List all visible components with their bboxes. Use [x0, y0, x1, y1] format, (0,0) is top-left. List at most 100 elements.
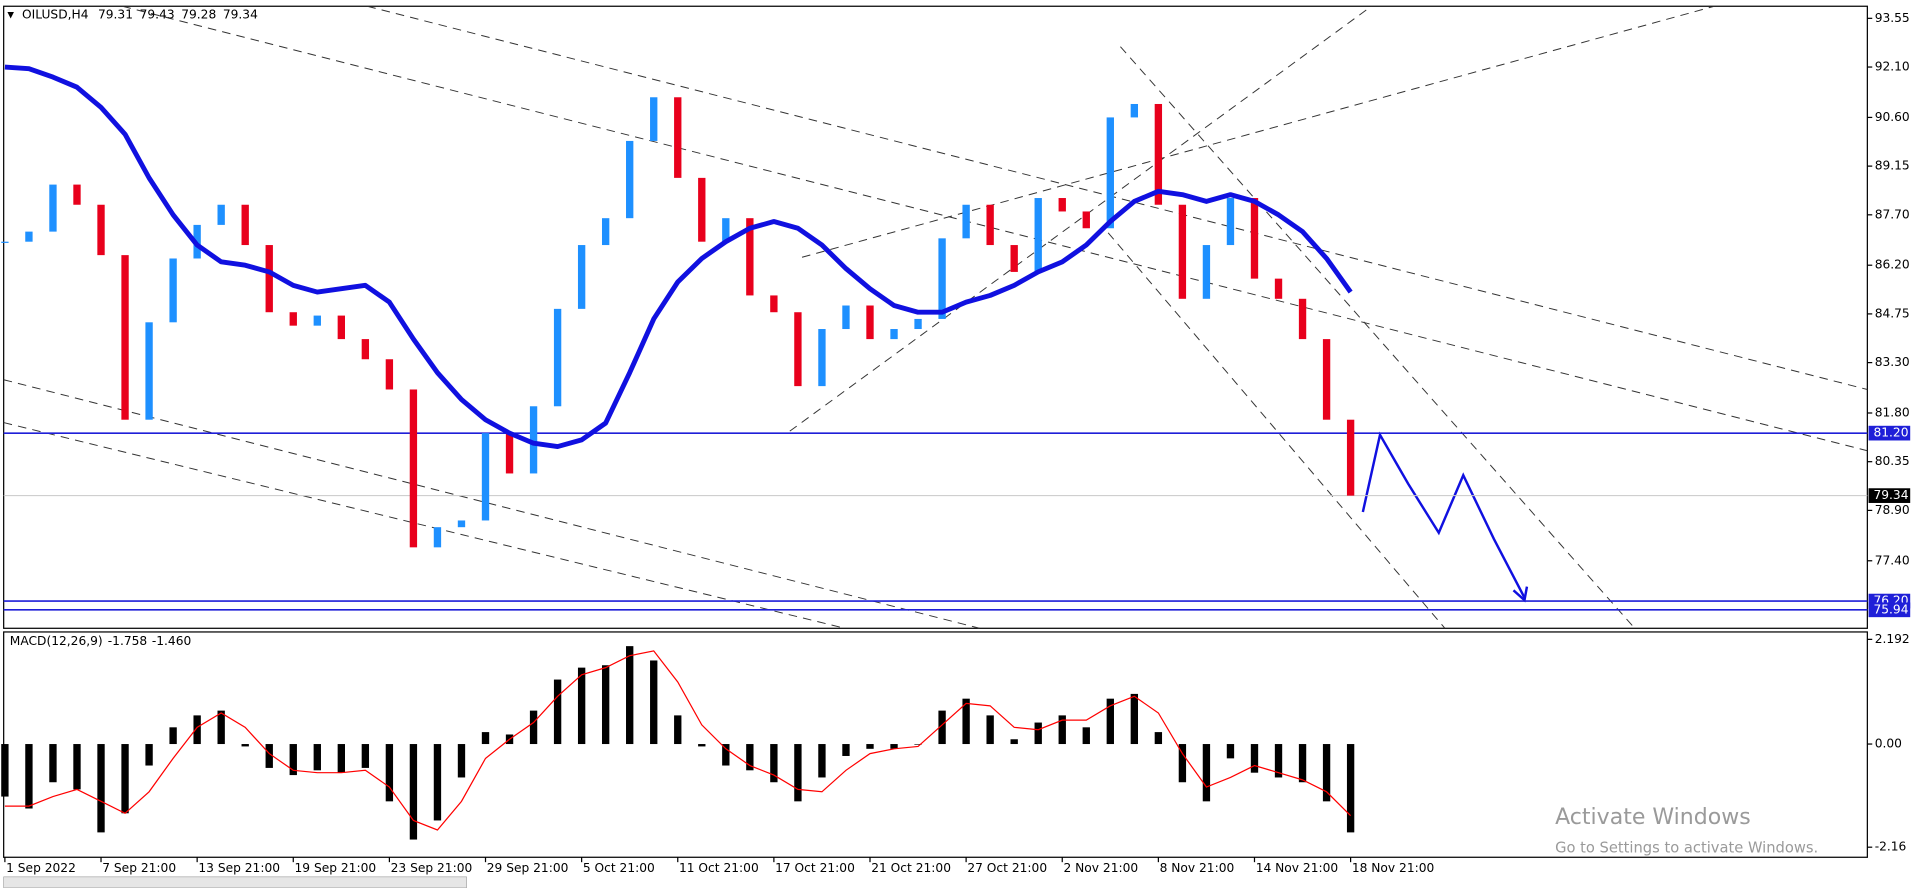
candle [433, 527, 442, 548]
candle [866, 305, 874, 340]
candle [337, 315, 345, 340]
macd-bar [938, 710, 946, 745]
macd-bar [914, 744, 922, 745]
level-label: 81.20 [1873, 426, 1908, 440]
y-tick-label: 2.192 [1875, 632, 1910, 646]
macd-bar [626, 646, 634, 745]
x-tick-label: 21 Oct 21:00 [871, 861, 951, 875]
candle [674, 97, 682, 178]
candle [1106, 117, 1114, 229]
macd-bar [650, 660, 658, 745]
y-tick-label: 93.55 [1875, 11, 1910, 25]
macd-bar [674, 715, 682, 745]
candle [1034, 198, 1042, 272]
candle [698, 177, 706, 242]
candle [1202, 245, 1211, 299]
candle [986, 204, 994, 246]
moving-average [4, 64, 1353, 450]
y-tick-label: 89.15 [1875, 159, 1910, 173]
macd-reading: -1.460 [152, 634, 191, 648]
watermark-subtitle: Go to Settings to activate Windows. [1555, 840, 1818, 857]
ohlc-reading: 79.28 [181, 7, 216, 21]
y-tick-label: 81.80 [1875, 405, 1910, 419]
macd-bar [97, 744, 105, 833]
candle [794, 312, 802, 387]
macd-bar [1, 744, 9, 797]
macd-bar [698, 744, 706, 747]
macd-bar [1130, 693, 1139, 745]
x-tick-label: 7 Sep 21:00 [102, 861, 176, 875]
candle [313, 315, 321, 326]
macd-bar [1106, 698, 1114, 745]
candle [1082, 211, 1090, 229]
candle [529, 406, 538, 474]
macd-bar [890, 744, 898, 749]
candle [722, 218, 730, 242]
macd-bar [1202, 744, 1211, 802]
x-tick-label: 8 Nov 21:00 [1160, 861, 1235, 875]
macd-bar [1178, 744, 1187, 783]
candle [1058, 198, 1066, 212]
x-tick-label: 17 Oct 21:00 [775, 861, 855, 875]
candle [265, 245, 273, 313]
x-tick-label: 13 Sep 21:00 [198, 861, 280, 875]
candle [97, 204, 105, 256]
candle [890, 329, 898, 340]
x-tick-label: 1 Sep 2022 [6, 861, 76, 875]
macd-bar [433, 744, 442, 821]
candle [1226, 198, 1235, 246]
macd-bar [529, 710, 538, 745]
candle [361, 339, 370, 360]
ohlc-reading: 79.31 [98, 7, 133, 21]
candle [169, 258, 177, 323]
y-tick-label: 80.35 [1875, 454, 1910, 468]
macd-bar [49, 744, 57, 783]
candle [457, 520, 466, 528]
macd-title: MACD(12,26,9) [10, 634, 103, 648]
macd-bar [722, 744, 730, 766]
y-tick-label: 78.90 [1875, 503, 1910, 517]
x-tick-label: 23 Sep 21:00 [391, 861, 473, 875]
candle [1250, 198, 1259, 279]
symbol-title: OILUSD,H4 [22, 7, 89, 21]
candle [1, 241, 9, 243]
x-tick-label: 5 Oct 21:00 [583, 861, 655, 875]
macd-bar [1274, 744, 1283, 778]
candle [409, 389, 418, 548]
macd-bar [265, 744, 273, 768]
y-tick-label: 84.75 [1875, 306, 1910, 320]
macd-bar [361, 744, 370, 768]
macd-bar [73, 744, 81, 790]
scrollbar[interactable] [3, 876, 467, 888]
menu-arrow[interactable]: ▼ [7, 10, 14, 20]
candle [770, 295, 778, 313]
macd-bar [121, 744, 129, 814]
x-tick-label: 14 Nov 21:00 [1256, 861, 1338, 875]
macd-bar [553, 679, 562, 745]
macd-bar [313, 744, 321, 771]
macd-bar [746, 744, 754, 771]
y-tick-label: 0.00 [1875, 737, 1902, 751]
level-label: 79.34 [1873, 488, 1908, 502]
y-tick-label: 83.30 [1875, 355, 1910, 369]
macd-bar [1322, 744, 1331, 802]
macd-bar [1058, 715, 1066, 745]
x-tick-label: 29 Sep 21:00 [487, 861, 569, 875]
candle [1010, 245, 1018, 272]
candle [746, 218, 754, 296]
x-tick-label: 19 Sep 21:00 [294, 861, 376, 875]
y-tick-label: 86.20 [1875, 258, 1910, 272]
macd-bar [145, 744, 153, 766]
macd-bar [289, 744, 297, 776]
candle [1130, 103, 1139, 118]
candle [914, 318, 922, 330]
macd-bar [601, 665, 610, 745]
macd-bar [1154, 732, 1163, 745]
y-tick-label: 77.40 [1875, 553, 1910, 567]
price-panel [3, 5, 1868, 629]
candle [553, 308, 562, 407]
macd-bar [193, 715, 201, 745]
candle [121, 255, 129, 420]
